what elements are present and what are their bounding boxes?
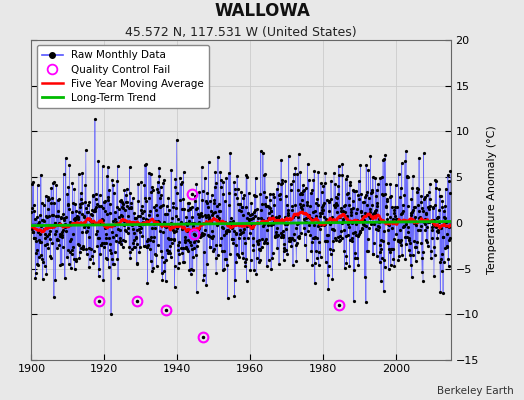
- Legend: Raw Monthly Data, Quality Control Fail, Five Year Moving Average, Long-Term Tren: Raw Monthly Data, Quality Control Fail, …: [37, 45, 209, 108]
- Text: Berkeley Earth: Berkeley Earth: [437, 386, 514, 396]
- Text: WALLOWA: WALLOWA: [214, 2, 310, 20]
- Title: 45.572 N, 117.531 W (United States): 45.572 N, 117.531 W (United States): [125, 26, 357, 39]
- Y-axis label: Temperature Anomaly (°C): Temperature Anomaly (°C): [487, 126, 497, 274]
